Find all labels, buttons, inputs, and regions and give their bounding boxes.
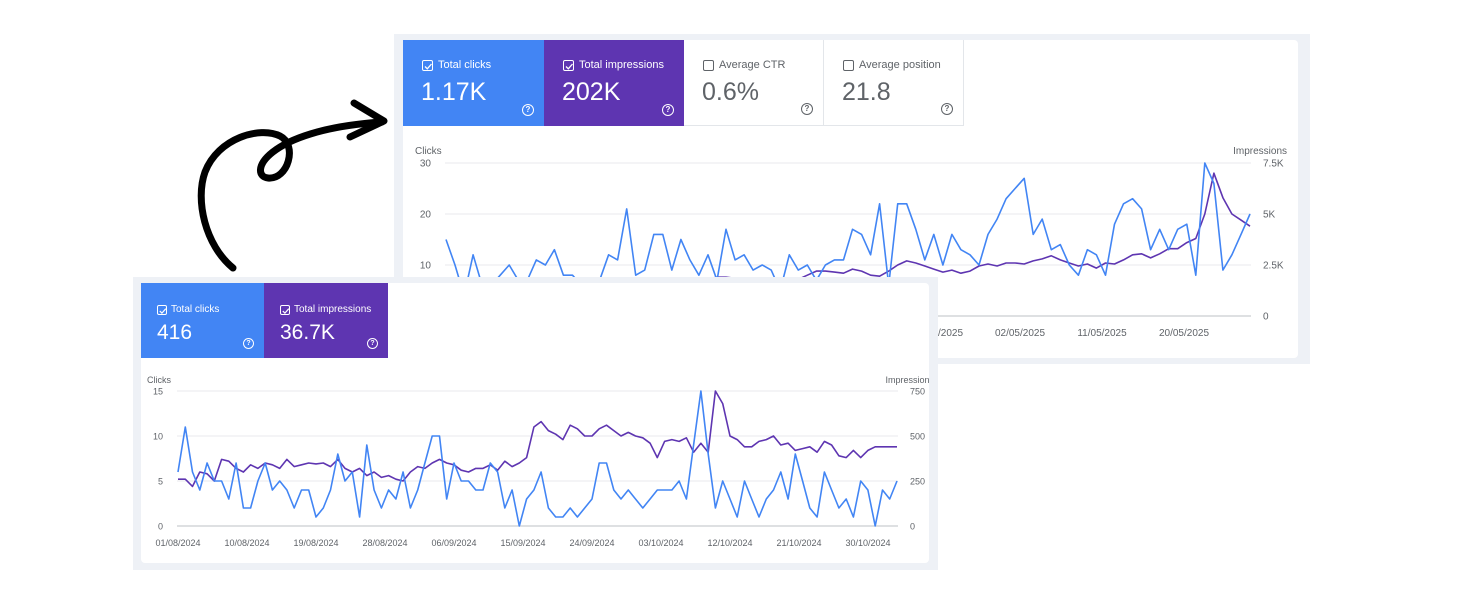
y-right-tick-label: 500 bbox=[910, 432, 925, 442]
x-tick-label: 24/09/2024 bbox=[569, 538, 614, 548]
metric-label: Total clicks bbox=[171, 304, 220, 315]
y-right-tick-label: 250 bbox=[910, 477, 925, 487]
metric-value: 416 bbox=[157, 321, 193, 344]
right-axis-title: Impressions bbox=[885, 375, 929, 385]
y-left-tick-label: 0 bbox=[158, 522, 163, 532]
x-tick-label: 20/05/2025 bbox=[1159, 328, 1209, 339]
help-icon[interactable]: ? bbox=[243, 338, 254, 349]
y-left-tick-label: 10 bbox=[153, 432, 163, 442]
left-axis-title: Clicks bbox=[415, 146, 442, 157]
help-icon[interactable]: ? bbox=[522, 104, 534, 116]
y-right-tick-label: 750 bbox=[910, 387, 925, 397]
y-left-tick-label: 15 bbox=[153, 387, 163, 397]
y-right-tick-label: 7.5K bbox=[1263, 159, 1284, 170]
x-tick-label: 15/09/2024 bbox=[500, 538, 545, 548]
metric-value: 36.7K bbox=[280, 321, 335, 344]
metric-tile-total-impressions[interactable]: Total impressions 36.7K ? bbox=[264, 283, 388, 358]
x-tick-label: 21/10/2024 bbox=[776, 538, 821, 548]
metric-label: Average position bbox=[859, 59, 941, 71]
metric-tile-average-ctr[interactable]: Average CTR 0.6% ? bbox=[684, 40, 824, 126]
y-left-tick-label: 20 bbox=[420, 210, 432, 221]
arrow-stroke bbox=[197, 118, 386, 272]
metric-value: 21.8 bbox=[842, 78, 891, 106]
report-2024-card: Total clicks 416 ? Total impressions 36.… bbox=[141, 283, 929, 563]
help-icon[interactable]: ? bbox=[367, 338, 378, 349]
metric-tile-total-clicks[interactable]: Total clicks 416 ? bbox=[141, 283, 264, 358]
y-left-tick-label: 10 bbox=[420, 261, 432, 272]
checkbox-checked-icon[interactable] bbox=[422, 60, 433, 71]
x-tick-label: 19/08/2024 bbox=[293, 538, 338, 548]
metric-value: 1.17K bbox=[421, 78, 487, 106]
checkbox-checked-icon[interactable] bbox=[563, 60, 574, 71]
performance-chart-2024: Clicks Impressions 15 750 10 500 5 250 0 0 01/08/2… bbox=[147, 375, 929, 548]
metric-value: 202K bbox=[562, 78, 621, 106]
y-left-tick-label: 30 bbox=[420, 159, 432, 170]
metric-label: Total clicks bbox=[438, 59, 492, 71]
metric-tile-average-position[interactable]: Average position 21.8 ? bbox=[824, 40, 964, 126]
metric-label: Average CTR bbox=[719, 59, 786, 71]
checkbox-unchecked-icon[interactable] bbox=[843, 60, 854, 71]
x-tick-label: 03/10/2024 bbox=[638, 538, 683, 548]
x-tick-label: 10/08/2024 bbox=[224, 538, 269, 548]
y-right-tick-label: 2.5K bbox=[1263, 261, 1284, 272]
checkbox-unchecked-icon[interactable] bbox=[703, 60, 714, 71]
impressions-series-line bbox=[178, 390, 897, 488]
x-tick-label: 30/10/2024 bbox=[845, 538, 890, 548]
x-tick-label: 01/08/2024 bbox=[155, 538, 200, 548]
arrowhead bbox=[346, 99, 388, 141]
x-tick-label: 02/05/2025 bbox=[995, 328, 1045, 339]
checkbox-checked-icon[interactable] bbox=[280, 305, 290, 315]
help-icon[interactable]: ? bbox=[801, 103, 813, 115]
x-tick-label: 11/05/2025 bbox=[1077, 328, 1127, 339]
x-tick-label: 06/09/2024 bbox=[431, 538, 476, 548]
metric-label: Total impressions bbox=[294, 304, 372, 315]
metric-tile-total-clicks[interactable]: Total clicks 1.17K ? bbox=[403, 40, 544, 126]
help-icon[interactable]: ? bbox=[662, 104, 674, 116]
y-right-tick-label: 0 bbox=[910, 522, 915, 532]
clicks-series-line bbox=[445, 162, 1251, 297]
metric-tile-total-impressions[interactable]: Total impressions 202K ? bbox=[544, 40, 684, 126]
right-axis-title: Impressions bbox=[1233, 146, 1287, 157]
x-tick-label: 28/08/2024 bbox=[362, 538, 407, 548]
y-right-tick-label: 0 bbox=[1263, 312, 1269, 323]
x-tick-label: 12/10/2024 bbox=[707, 538, 752, 548]
left-axis-title: Clicks bbox=[147, 375, 171, 385]
y-left-tick-label: 5 bbox=[158, 477, 163, 487]
help-icon[interactable]: ? bbox=[941, 103, 953, 115]
metric-label: Total impressions bbox=[579, 59, 664, 71]
checkbox-checked-icon[interactable] bbox=[157, 305, 167, 315]
y-right-tick-label: 5K bbox=[1263, 210, 1276, 221]
clicks-series-line bbox=[177, 390, 898, 527]
x-tick-label: 23/04/2025 bbox=[913, 328, 963, 339]
metric-value: 0.6% bbox=[702, 78, 759, 106]
